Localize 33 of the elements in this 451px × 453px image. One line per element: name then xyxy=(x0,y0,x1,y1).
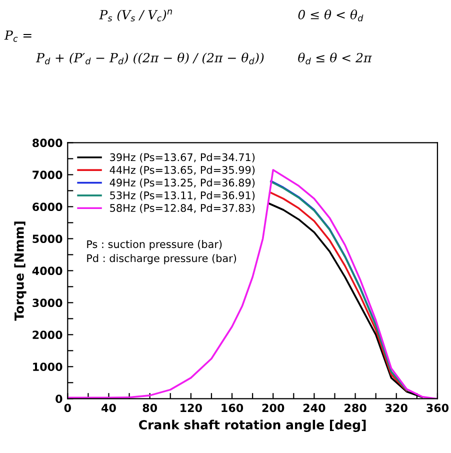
x-tick-label: 320 xyxy=(386,404,408,412)
y-tick-label: 4000 xyxy=(32,266,62,276)
x-tick-label: 160 xyxy=(222,404,244,412)
text: P$_{s}$ (V$_{s}$ / V$_{c}$)$^{n}$ xyxy=(99,10,172,22)
legend-label: 49Hz (Ps=13.25, Pd=36.89) xyxy=(110,178,255,188)
annotation: Ps : suction pressure (bar) xyxy=(87,240,222,250)
x-tick-label: 120 xyxy=(180,404,202,412)
x-axis-title: Crank shaft rotation angle [deg] xyxy=(139,420,366,432)
y-axis-title: Torque [Nmm] xyxy=(14,222,26,321)
x-tick-label: 80 xyxy=(142,404,158,412)
x-tick-label: 0 xyxy=(64,404,71,412)
legend-label: 44Hz (Ps=13.65, Pd=35.99) xyxy=(110,166,255,176)
text: P$_{d}$ + (P′$_{d}$ − P$_{d}$) ((2π − θ) / (2π − θ$_{d}$)) xyxy=(36,52,264,64)
text: θ$_{d}$ ≤ θ < 2π xyxy=(298,52,372,64)
text: P$_{c}$ = xyxy=(4,30,32,42)
y-tick-label: 1000 xyxy=(33,362,62,372)
legend-label: 39Hz (Ps=13.67, Pd=34.71) xyxy=(110,153,255,162)
y-tick-label: 0 xyxy=(56,394,62,404)
y-tick-label: 6000 xyxy=(32,202,62,212)
y-tick-label: 5000 xyxy=(32,234,62,244)
y-tick-label: 3000 xyxy=(32,298,62,308)
annotation: Pd : discharge pressure (bar) xyxy=(87,254,236,264)
x-tick-label: 240 xyxy=(303,404,326,412)
y-tick-label: 2000 xyxy=(32,330,62,340)
y-tick-label: 8000 xyxy=(32,138,62,148)
x-tick-label: 280 xyxy=(344,404,366,412)
text: 0 ≤ θ < θ$_{d}$ xyxy=(298,10,364,22)
legend-label: 58Hz (Ps=12.84, Pd=37.83) xyxy=(110,204,255,214)
y-tick-label: 7000 xyxy=(32,170,62,180)
legend-label: 53Hz (Ps=13.11, Pd=36.91) xyxy=(110,191,255,200)
x-tick-label: 200 xyxy=(262,404,284,412)
x-tick-label: 360 xyxy=(426,404,449,412)
x-tick-label: 40 xyxy=(102,404,116,412)
